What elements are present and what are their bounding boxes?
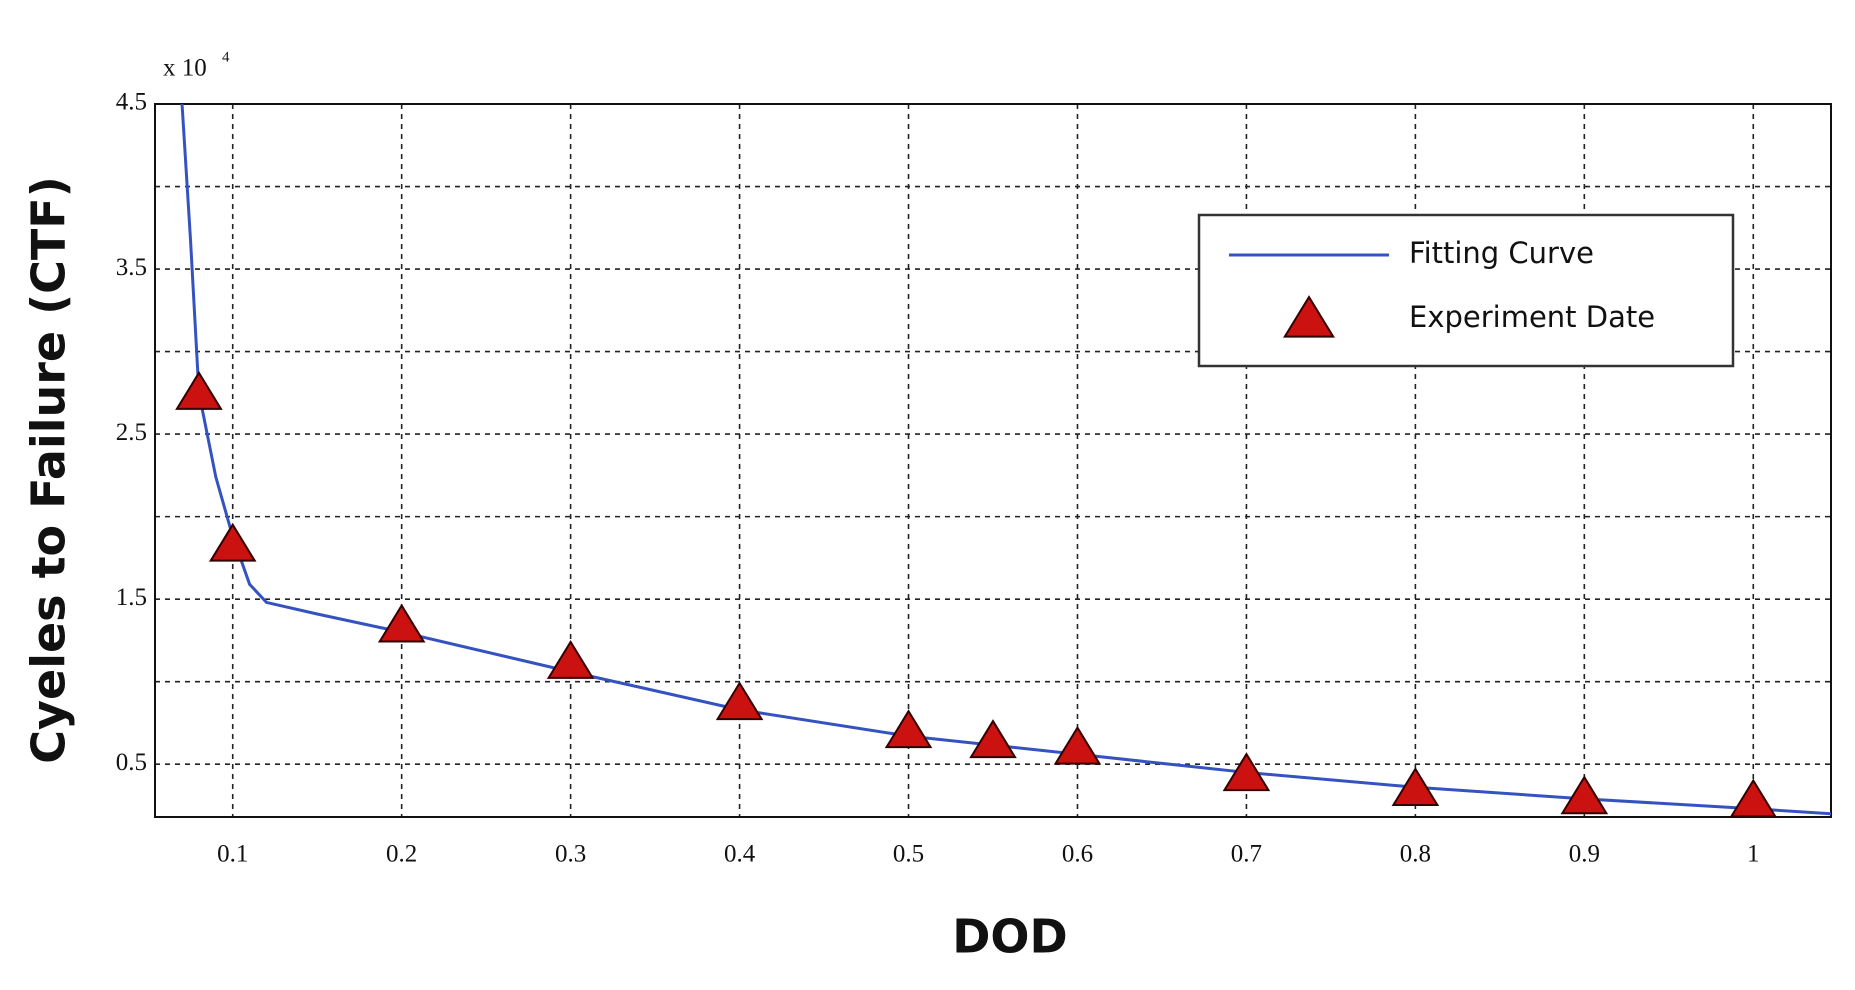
x-tick-label: 0.1 xyxy=(217,841,248,868)
data-point xyxy=(1391,767,1440,806)
data-point xyxy=(884,709,933,749)
y-tick-label: 4.5 xyxy=(116,89,147,116)
y-multiplier: x 10 xyxy=(163,55,207,82)
data-point xyxy=(1222,752,1271,792)
legend-label: Fitting Curve xyxy=(1409,236,1594,270)
legend-box xyxy=(1197,213,1735,368)
x-tick-label: 0.2 xyxy=(386,841,417,868)
x-tick-label: 0.3 xyxy=(555,841,586,868)
y-axis-label: Cyeles to Failure (CTF) xyxy=(22,176,76,763)
legend-marker xyxy=(1283,295,1335,338)
y-multiplier-exponent: 4 xyxy=(222,49,230,65)
x-tick-label: 0.4 xyxy=(724,841,756,868)
y-tick-label: 2.5 xyxy=(116,419,147,446)
x-tick-label: 0.9 xyxy=(1569,841,1600,868)
data-point xyxy=(1729,778,1778,818)
data-point xyxy=(715,681,764,721)
data-point xyxy=(377,603,426,643)
x-tick-label: 0.5 xyxy=(893,841,924,868)
x-tick-label: 0.6 xyxy=(1062,841,1093,868)
x-tick-label: 0.7 xyxy=(1231,841,1262,868)
fitting-curve xyxy=(180,104,1831,816)
x-tick-label: 1 xyxy=(1747,841,1760,868)
data-point xyxy=(208,522,257,562)
plot-frame xyxy=(154,103,1832,818)
y-tick-label: 1.5 xyxy=(116,584,147,611)
data-point xyxy=(1560,775,1609,815)
legend-label: Experiment Date xyxy=(1409,300,1655,334)
x-axis-label: DOD xyxy=(952,910,1067,964)
data-point xyxy=(546,639,595,679)
y-tick-label: 0.5 xyxy=(116,749,147,776)
data-point xyxy=(969,719,1017,759)
data-point xyxy=(175,370,223,410)
x-tick-label: 0.8 xyxy=(1400,841,1431,868)
data-point xyxy=(1053,725,1102,765)
y-tick-label: 3.5 xyxy=(116,254,147,281)
